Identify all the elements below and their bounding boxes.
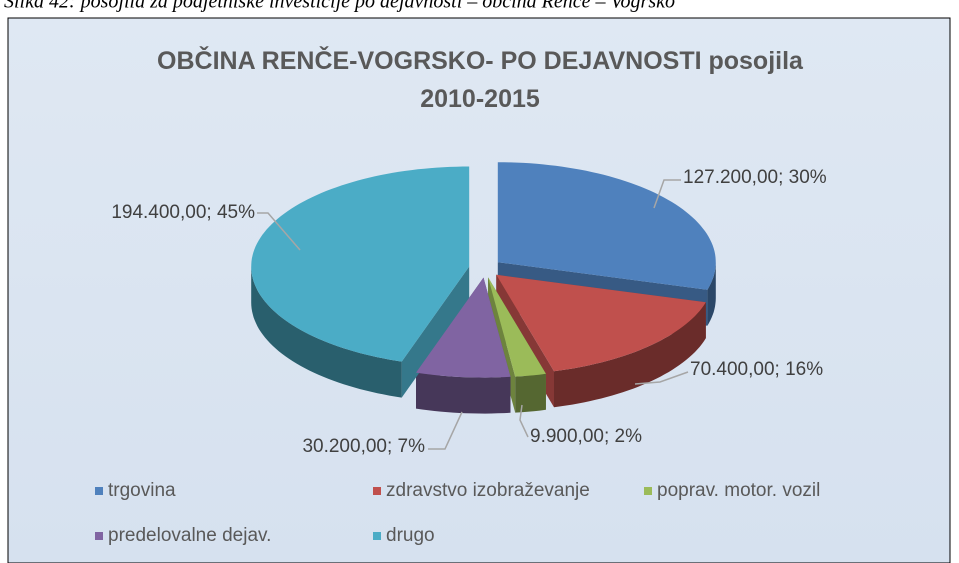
data-label: 9.900,00; 2% xyxy=(530,426,642,447)
slice-wall xyxy=(416,372,511,414)
legend-label: zdravstvo izobraževanje xyxy=(386,480,590,501)
legend-swatch xyxy=(644,487,652,495)
legend-label: trgovina xyxy=(108,480,176,501)
legend-label: drugo xyxy=(386,525,435,546)
data-label: 194.400,00; 45% xyxy=(111,202,255,223)
legend-swatch xyxy=(95,487,103,495)
data-label: 70.400,00; 16% xyxy=(690,359,823,380)
slice-wall xyxy=(554,302,706,408)
pie-slice xyxy=(497,162,716,290)
leader-line xyxy=(653,179,681,209)
legend-label: predelovalne dejav. xyxy=(108,525,271,546)
legend-swatch xyxy=(373,532,381,540)
leader-line xyxy=(257,212,301,251)
leader-line xyxy=(428,411,463,450)
pie-slice xyxy=(488,277,546,377)
slice-wall xyxy=(707,262,716,326)
pie-slice xyxy=(251,166,470,362)
pie-tops xyxy=(251,162,716,378)
leader-line xyxy=(519,404,529,438)
chart-title: OBČINA RENČE-VOGRSKO- PO DEJAVNOSTI poso… xyxy=(157,45,804,113)
data-label: 30.200,00; 7% xyxy=(302,436,425,457)
legend-swatch xyxy=(373,487,381,495)
legend-label: poprav. motor. vozil xyxy=(657,480,820,501)
pie-slice xyxy=(416,277,511,378)
legend-swatch xyxy=(95,532,103,540)
leader-line xyxy=(634,371,689,385)
pie-slice xyxy=(496,274,706,372)
slice-side xyxy=(401,266,470,398)
slice-wall xyxy=(515,373,546,413)
data-label: 127.200,00; 30% xyxy=(683,167,827,188)
caption: Slika 42: posojila za podjetniške invest… xyxy=(4,0,675,13)
slice-wall xyxy=(251,266,402,398)
